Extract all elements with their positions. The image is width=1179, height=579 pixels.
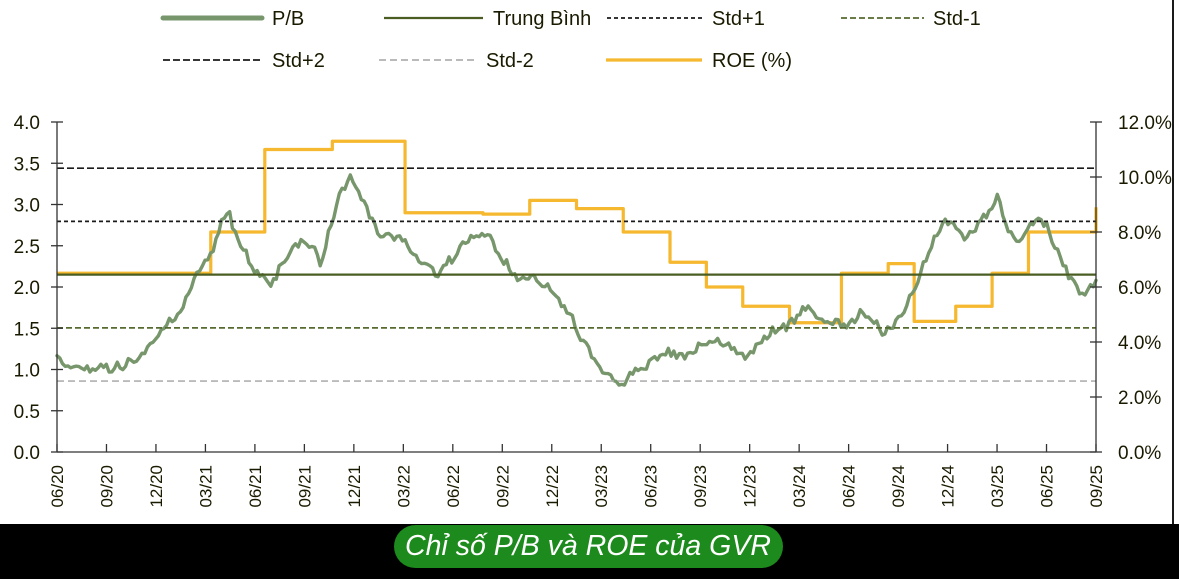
svg-text:Std-1: Std-1	[933, 8, 981, 30]
svg-text:06/20: 06/20	[48, 465, 67, 508]
svg-text:06/24: 06/24	[840, 465, 859, 508]
svg-text:06/23: 06/23	[642, 465, 661, 508]
svg-text:09/24: 09/24	[889, 465, 908, 508]
svg-text:12/24: 12/24	[939, 465, 958, 508]
svg-text:Std+2: Std+2	[272, 50, 325, 72]
svg-text:2.0: 2.0	[14, 278, 40, 299]
svg-text:1.5: 1.5	[14, 319, 40, 340]
svg-text:4.0%: 4.0%	[1118, 333, 1161, 354]
svg-text:03/23: 03/23	[592, 465, 611, 508]
svg-text:0.5: 0.5	[14, 402, 40, 423]
svg-text:09/23: 09/23	[691, 465, 710, 508]
svg-text:06/22: 06/22	[444, 465, 463, 508]
svg-text:09/21: 09/21	[295, 465, 314, 508]
svg-text:2.0%: 2.0%	[1118, 388, 1161, 409]
svg-text:2.5: 2.5	[14, 237, 40, 258]
svg-text:06/25: 06/25	[1038, 465, 1057, 508]
svg-text:6.0%: 6.0%	[1118, 278, 1161, 299]
svg-text:P/B: P/B	[272, 8, 304, 30]
svg-text:Std-2: Std-2	[486, 50, 534, 72]
svg-text:06/21: 06/21	[246, 465, 265, 508]
svg-text:Std+1: Std+1	[712, 8, 765, 30]
svg-text:8.0%: 8.0%	[1118, 223, 1161, 244]
svg-text:12/22: 12/22	[543, 465, 562, 508]
svg-text:10.0%: 10.0%	[1118, 168, 1172, 189]
svg-text:12/23: 12/23	[741, 465, 760, 508]
svg-text:03/25: 03/25	[988, 465, 1007, 508]
svg-text:12/20: 12/20	[147, 465, 166, 508]
svg-text:12.0%: 12.0%	[1118, 113, 1172, 134]
svg-text:ROE (%): ROE (%)	[712, 50, 792, 72]
svg-text:09/25: 09/25	[1087, 465, 1106, 508]
svg-text:Trung Bình: Trung Bình	[493, 8, 591, 30]
svg-text:09/22: 09/22	[493, 465, 512, 508]
svg-text:3.5: 3.5	[14, 154, 40, 175]
svg-text:09/20: 09/20	[97, 465, 116, 508]
svg-text:4.0: 4.0	[14, 113, 40, 134]
svg-text:Chỉ số P/B và ROE của GVR: Chỉ số P/B và ROE của GVR	[405, 530, 771, 562]
svg-text:03/24: 03/24	[790, 465, 809, 508]
svg-text:03/22: 03/22	[394, 465, 413, 508]
svg-text:0.0%: 0.0%	[1118, 443, 1161, 464]
svg-text:1.0: 1.0	[14, 361, 40, 382]
svg-text:0.0: 0.0	[14, 443, 40, 464]
svg-text:3.0: 3.0	[14, 196, 40, 217]
svg-text:03/21: 03/21	[196, 465, 215, 508]
svg-text:12/21: 12/21	[345, 465, 364, 508]
